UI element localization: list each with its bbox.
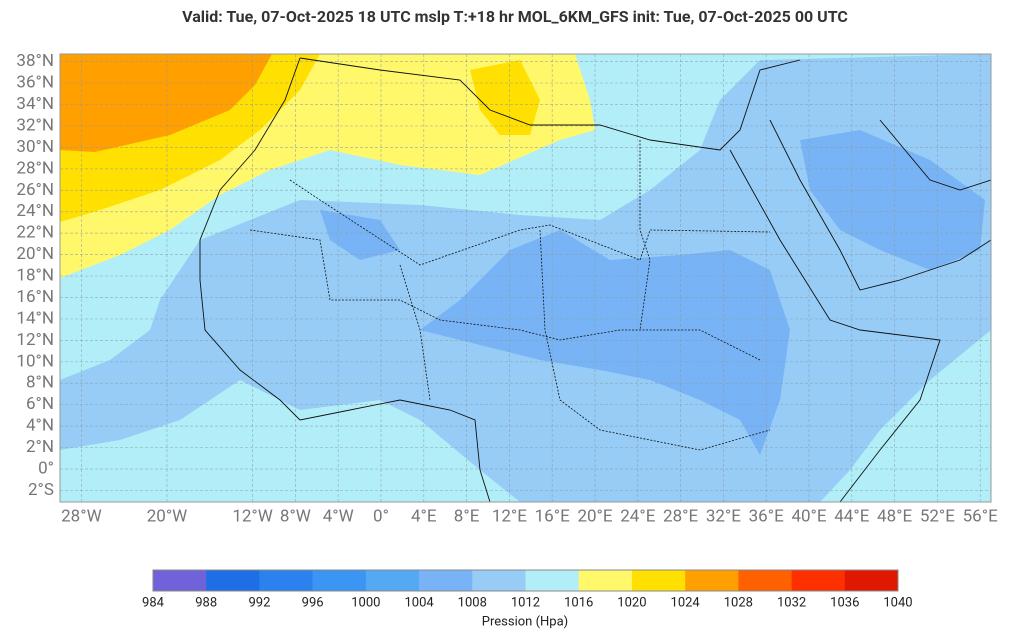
colorbar-segment [206,570,260,591]
colorbar-tick-label: 1024 [671,595,701,610]
colorbar-segment [259,570,313,591]
lat-label: 4°N [26,416,54,436]
colorbar-tick-label: 1016 [564,595,593,610]
lat-label: 0° [38,458,54,478]
colorbar-segment [153,570,207,591]
axis-labels: 38°N36°N34°N32°N30°N28°N26°N24°N22°N20°N… [16,51,998,526]
lon-label: 8°E [454,506,480,526]
colorbar-segment [312,570,367,591]
colorbar-tick-label: 984 [142,595,165,610]
graticule [60,54,991,502]
lat-label: 36°N [16,73,54,93]
lon-label: 52°E [920,506,955,526]
colorbar-tick-label: 1028 [724,595,753,610]
lat-label: 18°N [16,266,54,286]
colorbar-segment [472,570,526,591]
lon-label: 20°E [577,506,612,526]
colorbar-segment [578,570,633,591]
colorbar-segment [365,570,420,591]
lon-label: 16°E [535,506,570,526]
lat-label: 24°N [16,201,54,221]
lat-label: 14°N [16,308,54,328]
lon-label: 32°E [706,506,741,526]
lon-label: 44°E [834,506,869,526]
lon-label: 12°W [232,506,273,526]
colorbar-frame [152,569,899,592]
lon-label: 36°E [749,506,784,526]
lon-label: 8°W [280,506,311,526]
colorbar-tick-label: 988 [195,595,217,610]
lat-label: 32°N [16,115,54,135]
colorbar-segment [685,570,739,591]
colorbar-tick-label: 1008 [458,595,487,610]
colorbar-segment [419,570,473,591]
lat-label: 12°N [16,330,54,350]
lat-label: 2°N [26,437,54,457]
colorbar-tick-label: 992 [248,595,270,610]
colorbar-segment [844,570,899,591]
colorbar-tick-label: 1004 [404,595,434,610]
lat-label: 28°N [16,158,54,178]
lon-label: 20°W [147,506,188,526]
map-frame [59,53,992,503]
colorbar-segment [791,570,846,591]
coastlines [199,57,991,502]
lat-label: 8°N [26,373,54,393]
colorbar-tick-label: 996 [302,595,324,610]
colorbar-tick-label: 1000 [351,595,380,610]
colorbar-tick-label: 1012 [511,595,540,610]
lon-label: 28°E [663,506,698,526]
map-field [60,54,991,502]
lat-label: 2°S [28,480,54,500]
lon-label: 28°W [61,506,102,526]
lon-label: 0° [373,506,389,526]
colorbar-tick-label: 1032 [777,595,806,610]
lat-label: 6°N [26,394,54,414]
colorbar: 984 988 992 996 1000 1004 1008 1012 1016 1020 1024… [142,569,913,610]
lon-label: 4°E [411,506,437,526]
colorbar-segment [631,570,686,591]
lat-label: 38°N [16,51,54,71]
lat-label: 34°N [16,94,54,114]
colorbar-segment [738,570,792,591]
lat-label: 10°N [16,351,54,371]
lat-label: 30°N [16,137,54,157]
lat-label: 20°N [16,244,54,264]
lat-label: 16°N [16,287,54,307]
title: Valid: Tue, 07-Oct-2025 18 UTC mslp T:+1… [182,7,848,26]
lon-label: 40°E [791,506,826,526]
lat-label: 22°N [16,223,54,243]
colorbar-tick-label: 1036 [830,595,859,610]
lon-label: 48°E [877,506,912,526]
lat-label: 26°N [16,180,54,200]
colorbar-segment [525,570,580,591]
lon-label: 56°E [963,506,998,526]
colorbar-label: Pression (Hpa) [482,614,568,629]
lon-label: 4°W [323,506,354,526]
lon-label: 24°E [620,506,655,526]
colorbar-tick-label: 1040 [883,595,912,610]
lon-label: 12°E [492,506,527,526]
colorbar-tick-label: 1020 [617,595,646,610]
